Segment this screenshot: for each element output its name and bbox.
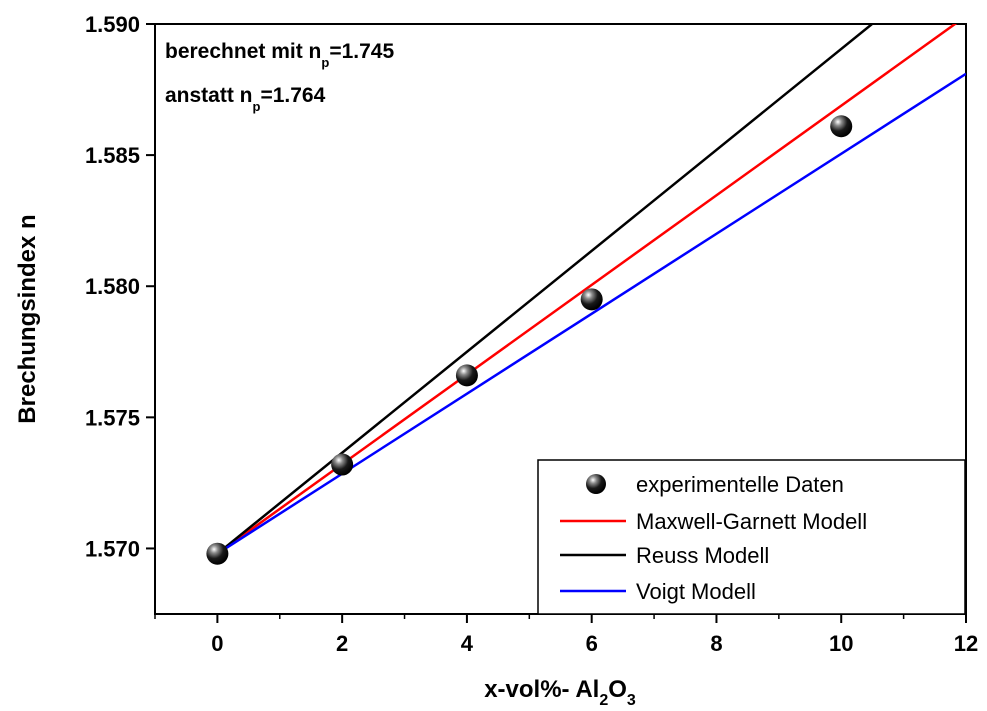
annotation-calculated: berechnet mit np=1.745 [165,40,394,70]
model-line-reuss-modell [216,24,875,555]
legend-marker-experimental [586,474,606,494]
legend-label-maxwell: Maxwell-Garnett Modell [636,509,867,534]
legend-label-reuss: Reuss Modell [636,543,769,568]
x-tick-label: 10 [829,631,853,656]
data-point [455,364,478,387]
x-tick-label: 8 [710,631,722,656]
y-tick-label: 1.570 [85,536,140,561]
x-axis-ticks: 0 2 4 6 8 10 12 [154,614,978,656]
y-tick-label: 1.590 [85,12,140,37]
y-tick-label: 1.585 [85,143,140,168]
legend-box [537,459,966,615]
data-point [206,542,229,565]
data-point [331,453,354,476]
data-point [580,288,603,311]
x-tick-label: 2 [336,631,348,656]
legend-label-voigt: Voigt Modell [636,579,756,604]
x-tick-label: 0 [211,631,223,656]
y-axis-ticks: 1.570 1.575 1.580 1.585 1.590 [85,12,155,561]
x-tick-label: 6 [586,631,598,656]
legend-label-experimental: experimentelle Daten [636,472,844,497]
data-points [206,115,853,565]
legend: experimentelle Daten Maxwell-Garnett Mod… [537,459,966,615]
x-tick-label: 12 [954,631,978,656]
y-tick-label: 1.580 [85,274,140,299]
x-axis-title: x-vol%- Al2O3 [484,676,636,709]
y-tick-label: 1.575 [85,405,140,430]
annotation-instead: anstatt np=1.764 [165,84,326,114]
y-axis-title: Brechungsindex n [14,214,41,423]
data-point [830,115,853,138]
x-tick-label: 4 [461,631,474,656]
